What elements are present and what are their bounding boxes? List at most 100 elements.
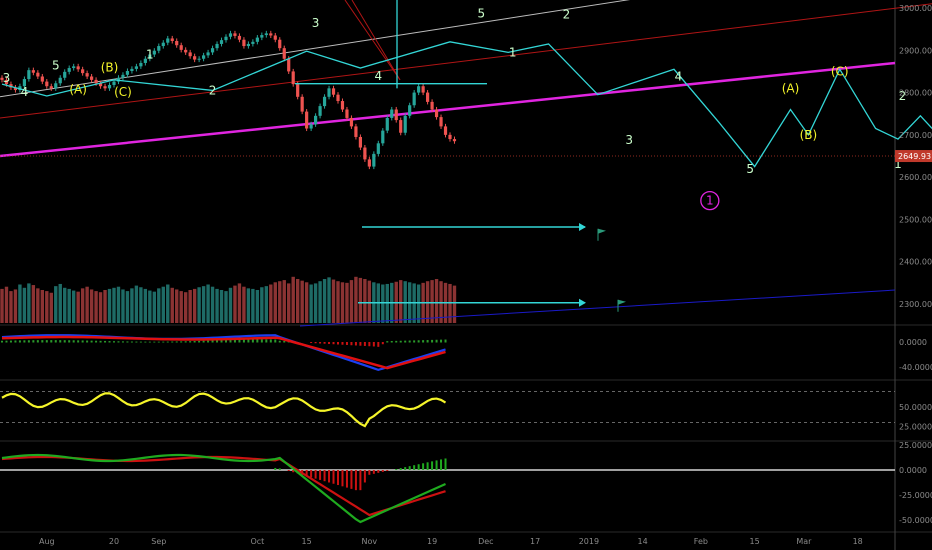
- macd-histogram-bar: [18, 340, 21, 343]
- volume-bar: [112, 287, 116, 323]
- candle-body: [367, 159, 371, 167]
- volume-bar: [192, 288, 197, 323]
- wave-label: 1: [509, 46, 517, 60]
- volume-bar: [282, 280, 286, 323]
- volume-bar: [71, 290, 76, 323]
- candle-body: [264, 33, 268, 36]
- candle-body: [278, 39, 282, 49]
- rsi-pane: [0, 391, 895, 428]
- candle-body: [179, 45, 183, 50]
- osc-histogram-bar: [323, 470, 326, 482]
- candle-body: [134, 66, 138, 69]
- volume-bar: [22, 287, 27, 323]
- osc-histogram-bar: [381, 470, 384, 472]
- candle-body: [166, 38, 170, 43]
- volume-bar: [215, 288, 219, 323]
- wave-label: 5: [52, 58, 60, 72]
- osc-histogram-bar: [408, 466, 411, 470]
- macd-histogram-bar: [372, 342, 375, 347]
- volume-bar: [210, 286, 215, 323]
- osc-histogram-bar: [328, 470, 331, 483]
- oscillator-pane: [0, 453, 895, 524]
- macd-histogram-bar: [337, 342, 339, 345]
- macd-histogram-bar: [59, 340, 62, 343]
- volume-bar: [4, 286, 9, 323]
- volume-bar: [367, 280, 372, 323]
- volume-bar: [291, 276, 295, 323]
- macd-histogram-bar: [50, 340, 53, 343]
- candle-body: [175, 40, 179, 46]
- macd-histogram-bar: [68, 340, 71, 343]
- candle-body: [448, 134, 452, 140]
- wave-label: 1: [894, 157, 902, 171]
- candle-body: [260, 35, 264, 38]
- time-tick-label: 2019: [579, 537, 599, 546]
- osc-histogram-bar: [426, 462, 429, 470]
- candle-body: [125, 71, 130, 75]
- volume-bar: [143, 288, 148, 323]
- candle-body: [399, 120, 403, 133]
- rsi-tick-label: 50.0000: [899, 403, 932, 412]
- macd-histogram-bar: [144, 341, 147, 343]
- macd-histogram-bar: [233, 339, 236, 343]
- candle-body: [58, 77, 62, 84]
- volume-bar: [107, 288, 112, 323]
- osc-histogram-bar: [368, 470, 371, 475]
- macd-histogram-bar: [431, 339, 434, 343]
- volume-bar: [331, 279, 336, 323]
- macd-signal-line: [1, 335, 446, 370]
- osc-histogram-bar: [440, 459, 443, 470]
- current-price-tag: [895, 150, 932, 163]
- candle-body: [197, 58, 201, 60]
- macd-histogram-bar: [413, 340, 416, 343]
- volume-bar: [103, 290, 107, 323]
- volume-bar: [228, 287, 233, 323]
- candle-body: [40, 76, 44, 82]
- white-trendline: [0, 0, 631, 98]
- volume-bar: [452, 285, 457, 323]
- wave-label: 3: [3, 71, 11, 85]
- volume-bar: [349, 280, 354, 323]
- wave-label: (C): [114, 85, 132, 99]
- wave-label: 2: [563, 8, 571, 22]
- osc-histogram-bar: [287, 470, 290, 471]
- volume-bar: [264, 286, 269, 323]
- volume-bar: [246, 288, 251, 323]
- osc-histogram-bar: [399, 468, 402, 470]
- macd-histogram-bar: [408, 340, 411, 343]
- candle-body: [4, 79, 9, 85]
- volume-bar: [224, 291, 228, 323]
- candle-body: [76, 66, 80, 70]
- macd-histogram-bar: [139, 341, 142, 343]
- macd-histogram-bar: [27, 340, 30, 343]
- macd-histogram-bar: [404, 340, 407, 343]
- macd-histogram-bar: [211, 340, 214, 343]
- osc-tick-label: 25.0000: [899, 441, 932, 450]
- candle-body: [237, 35, 242, 40]
- candle-body: [67, 68, 71, 72]
- macd-histogram-bar: [193, 340, 196, 343]
- price-tick-label: 3000.00: [899, 4, 932, 13]
- candle-body: [314, 115, 318, 125]
- time-tick-label: 15: [302, 537, 312, 546]
- candle-body: [251, 41, 255, 44]
- volume-bar: [434, 279, 439, 323]
- candle-body: [255, 37, 259, 42]
- wave-label: (B): [800, 128, 818, 142]
- candle-body: [139, 62, 143, 67]
- volume-bar: [116, 286, 121, 323]
- volume-bar: [242, 286, 246, 323]
- volume-bar: [139, 287, 143, 323]
- osc-histogram-bar: [345, 470, 348, 488]
- osc-histogram-bar: [404, 467, 407, 470]
- volume-bar: [148, 290, 152, 323]
- macd-histogram-bar: [220, 340, 223, 343]
- price-candles: [0, 30, 457, 170]
- volume-bar: [304, 282, 309, 323]
- blue-trendline: [299, 289, 896, 327]
- price-tick-label: 2700.00: [899, 131, 932, 140]
- volume-bar: [269, 284, 273, 323]
- volume-bar: [179, 291, 183, 323]
- wave-label: 3: [625, 133, 633, 147]
